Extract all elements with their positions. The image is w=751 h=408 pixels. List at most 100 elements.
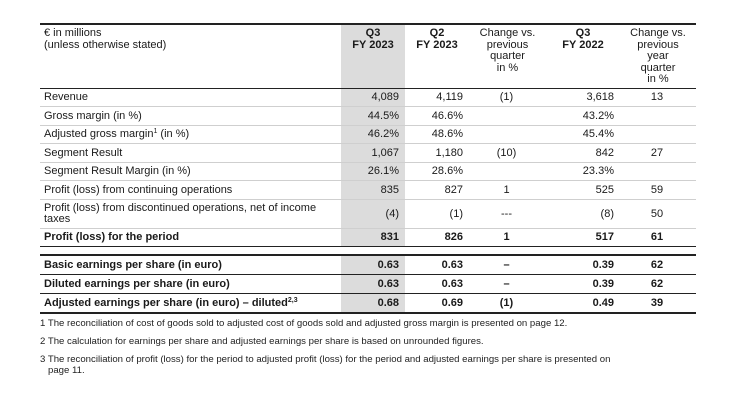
header-q3-fy2022-l2: FY 2022 xyxy=(562,38,604,51)
cell-q3: 835 xyxy=(341,180,405,200)
table-row: Revenue 4,089 4,119 (1) 3,618 13 xyxy=(40,88,696,107)
cell-q3-prev: 3,618 xyxy=(546,88,620,107)
section-divider xyxy=(40,246,696,256)
cell-chg-y: 39 xyxy=(620,293,696,314)
cell-q3-prev: 525 xyxy=(546,180,620,200)
cell-q2: 28.6% xyxy=(405,162,469,181)
footnotes: 1 The reconciliation of cost of goods so… xyxy=(40,318,696,376)
cell-q3: 0.68 xyxy=(341,293,405,314)
row-label: Segment Result Margin (in %) xyxy=(40,162,341,181)
cell-q3-prev: 43.2% xyxy=(546,106,620,126)
header-q2-fy2023-l1: Q2 xyxy=(429,27,445,39)
cell-q3-prev: 517 xyxy=(546,227,620,247)
header-chg-y-l5: in % xyxy=(647,73,669,85)
cell-q2: 1,180 xyxy=(405,143,469,163)
header-unit-line1: € in millions xyxy=(44,27,102,39)
cell-q3-prev: 0.39 xyxy=(546,254,620,275)
cell-q2: 0.63 xyxy=(405,254,469,275)
cell-chg-q xyxy=(469,162,546,181)
cell-q2: 826 xyxy=(405,227,469,247)
cell-chg-q: 1 xyxy=(469,227,546,247)
footnote: 2 The calculation for earnings per share… xyxy=(40,336,696,347)
row-label: Profit (loss) from discontinued operatio… xyxy=(40,199,341,229)
header-chg-y-l4: quarter xyxy=(640,61,676,74)
cell-chg-q: --- xyxy=(469,199,546,229)
eps-label-text: Adjusted earnings per share (in euro) – … xyxy=(44,296,288,309)
eps-row: Basic earnings per share (in euro) 0.63 … xyxy=(40,254,696,275)
cell-chg-y xyxy=(620,106,696,126)
cell-chg-y: 62 xyxy=(620,254,696,275)
header-unit-label: € in millions (unless otherwise stated) xyxy=(40,23,341,89)
cell-chg-y: 50 xyxy=(620,199,696,229)
cell-q3: 44.5% xyxy=(341,106,405,126)
cell-chg-q: (1) xyxy=(469,293,546,314)
header-chg-q-l1: Change vs. xyxy=(479,27,536,39)
cell-chg-q: 1 xyxy=(469,180,546,200)
header-q3-fy2023-l1: Q3 xyxy=(365,27,381,39)
cell-chg-q: – xyxy=(469,274,546,294)
row-label: Profit (loss) from continuing operations xyxy=(40,180,341,200)
cell-q3: 46.2% xyxy=(341,125,405,144)
cell-q2: 0.63 xyxy=(405,274,469,294)
cell-chg-y: 27 xyxy=(620,143,696,163)
footnote-ref: 2,3 xyxy=(287,296,298,304)
cell-chg-q xyxy=(469,125,546,144)
row-label-text: Adjusted gross margin xyxy=(44,128,154,141)
cell-chg-y: 13 xyxy=(620,88,696,107)
cell-chg-y: 62 xyxy=(620,274,696,294)
eps-row: Diluted earnings per share (in euro) 0.6… xyxy=(40,274,696,294)
eps-label: Diluted earnings per share (in euro) xyxy=(40,274,341,294)
footnote-text: 2 The calculation for earnings per share… xyxy=(40,335,484,347)
header-q3-fy2023: Q3 FY 2023 xyxy=(341,23,405,89)
cell-q2: (1) xyxy=(405,199,469,229)
footnote-continuation: page 11. xyxy=(48,364,85,376)
header-chg-y-l2: previous xyxy=(637,38,679,51)
table-header: € in millions (unless otherwise stated) … xyxy=(40,23,696,89)
financial-summary: € in millions (unless otherwise stated) … xyxy=(40,23,696,383)
header-chg-q-l2: previous xyxy=(486,38,529,51)
cell-q2: 4,119 xyxy=(405,88,469,107)
eps-label: Adjusted earnings per share (in euro) – … xyxy=(40,293,341,314)
cell-q3-prev: 0.49 xyxy=(546,293,620,314)
cell-q3: 0.63 xyxy=(341,254,405,275)
total-row: Profit (loss) for the period 831 826 1 5… xyxy=(40,227,696,247)
cell-chg-q: – xyxy=(469,254,546,275)
table-row: Profit (loss) from discontinued operatio… xyxy=(40,199,696,229)
table-row: Gross margin (in %) 44.5% 46.6% 43.2% xyxy=(40,106,696,126)
footnote-text: 3 The reconciliation of profit (loss) fo… xyxy=(40,353,611,365)
row-label: Segment Result xyxy=(40,143,341,163)
cell-q3-prev: 45.4% xyxy=(546,125,620,144)
header-q3-fy2022: Q3 FY 2022 xyxy=(546,23,620,89)
cell-q3-prev: 23.3% xyxy=(546,162,620,181)
financial-table: € in millions (unless otherwise stated) … xyxy=(40,23,696,314)
header-chg-y-l1: Change vs. xyxy=(630,27,686,39)
table-row: Segment Result Margin (in %) 26.1% 28.6%… xyxy=(40,162,696,181)
cell-q3: 1,067 xyxy=(341,143,405,163)
cell-chg-q: (1) xyxy=(469,88,546,107)
cell-q3: 4,089 xyxy=(341,88,405,107)
cell-chg-q xyxy=(469,106,546,126)
cell-chg-y xyxy=(620,125,696,144)
cell-q3-prev: 842 xyxy=(546,143,620,163)
total-label: Profit (loss) for the period xyxy=(40,227,341,247)
cell-q2: 48.6% xyxy=(405,125,469,144)
header-unit-line2: (unless otherwise stated) xyxy=(44,38,167,51)
footnote-text: 1 The reconciliation of cost of goods so… xyxy=(40,317,568,329)
cell-q2: 0.69 xyxy=(405,293,469,314)
cell-q3: 26.1% xyxy=(341,162,405,181)
cell-q2: 827 xyxy=(405,180,469,200)
header-q3-fy2023-l2: FY 2023 xyxy=(352,38,394,51)
cell-q3: 0.63 xyxy=(341,274,405,294)
header-q2-fy2023: Q2 FY 2023 xyxy=(405,23,469,89)
cell-q3-prev: 0.39 xyxy=(546,274,620,294)
header-change-prev-year: Change vs. previous year quarter in % xyxy=(620,23,696,89)
row-label: Adjusted gross margin1 (in %) xyxy=(40,125,341,144)
table-row: Segment Result 1,067 1,180 (10) 842 27 xyxy=(40,143,696,163)
header-change-prev-quarter: Change vs. previous quarter in % xyxy=(469,23,546,89)
cell-q3-prev: (8) xyxy=(546,199,620,229)
cell-q2: 46.6% xyxy=(405,106,469,126)
header-q2-fy2023-l2: FY 2023 xyxy=(416,38,458,51)
eps-row: Adjusted earnings per share (in euro) – … xyxy=(40,293,696,314)
header-q3-fy2022-l1: Q3 xyxy=(575,27,591,39)
footnote: 3 The reconciliation of profit (loss) fo… xyxy=(40,354,696,376)
